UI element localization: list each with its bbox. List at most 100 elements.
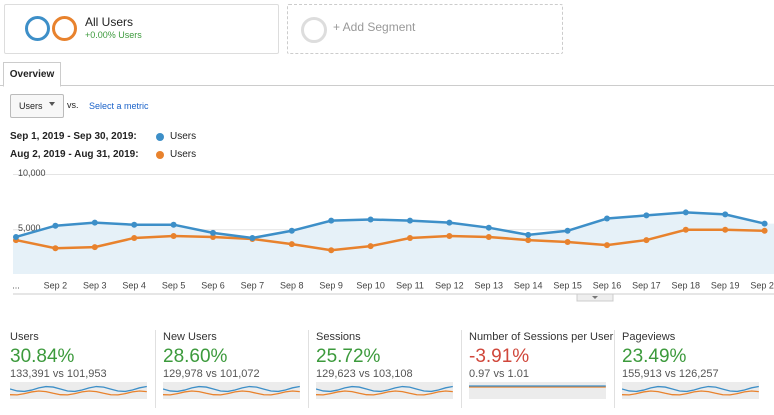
point [525,237,532,244]
point [131,234,138,241]
x-tick-label: Sep 4 [122,280,146,290]
x-tick-label: Sep 2 [44,280,68,290]
line [15,211,765,240]
sparkline-line [10,390,147,396]
point [446,219,453,226]
point [564,227,571,234]
card-label: New Users [163,331,217,343]
line [15,228,765,252]
point [367,243,374,250]
card-label: Pageviews [622,331,676,343]
x-tick-label: Sep 11 [396,280,424,290]
segment-card[interactable]: All Users +0.00% Users [4,4,279,54]
x-tick-label: Sep 15 [553,280,582,290]
point [13,233,19,240]
point [52,245,59,252]
legend-range: Aug 2, 2019 - Aug 31, 2019: [10,149,139,160]
x-tick-label: Sep 19 [711,280,740,290]
x-tick-label: Sep 12 [435,280,464,290]
point [170,232,177,239]
card-label: Users [10,331,39,343]
card-separator [155,330,156,408]
vs-label: vs. [67,100,79,110]
collapse-arrow [592,296,598,299]
y-tick-label: 10,000 [18,168,46,178]
segment-sublabel: +0.00% Users [85,30,142,40]
card-comp: 155,913 vs 126,257 [622,368,719,380]
x-tick-label: Sep 3 [83,280,107,290]
metric-link[interactable]: Select a metric [89,101,149,111]
legend-label: Users [170,131,197,142]
card-label: Sessions [316,331,361,343]
point [328,217,335,224]
legend-swatch [156,133,164,141]
point [485,224,492,231]
point [682,226,689,233]
sparkline [469,382,606,399]
x-tick-label: Sep 17 [632,280,661,290]
card-change: 28.60% [163,346,228,367]
sparkline [316,382,453,399]
sparkline-line [316,390,453,396]
point [249,234,256,241]
sparkline-line [622,385,759,393]
point [407,234,413,241]
x-tick-label: Sep 7 [241,280,265,290]
legend-range: Sep 1, 2019 - Sep 30, 2019: [10,131,137,142]
point [761,220,768,227]
legend-label: Users [170,149,197,160]
dropdown-label: Users [19,101,43,111]
card-separator [461,330,462,408]
add-segment[interactable]: + Add Segment [287,4,563,54]
card-comp: 129,978 vs 101,072 [163,368,260,380]
point [682,209,689,216]
sparkline [10,382,147,399]
point [91,219,98,226]
x-tick-label: Sep 18 [672,280,701,290]
point [604,215,610,222]
point [288,227,295,234]
point [604,242,610,249]
x-tick-label: Sep 13 [475,280,504,290]
point [52,222,59,229]
sparkline-line [163,385,300,393]
dropdown-arrow [49,102,55,106]
x-tick-label: Sep 5 [162,280,186,290]
sparkline-bg [469,382,606,399]
segment-icon [25,16,50,41]
point [131,221,138,228]
sparkline [622,382,759,399]
tab-rule [0,85,774,86]
point [170,221,177,228]
sparkline [163,382,300,399]
y-tick-label: 5,000 [18,223,41,233]
card-change: 30.84% [10,346,75,367]
tab[interactable]: Overview [3,62,61,87]
point [722,211,729,218]
segment-label: + Add Segment [333,20,416,34]
x-tick-label: Sep 8 [280,280,304,290]
x-tick-label: Sep 16 [593,280,622,290]
card-change: 23.49% [622,346,687,367]
point [367,216,374,223]
metric-dropdown[interactable]: Users [10,94,64,118]
segment-label: All Users [85,15,134,29]
x-tick-label: ... [12,280,20,290]
point [91,244,98,251]
x-tick-label: Sep 9 [319,280,343,290]
point [643,212,650,219]
point [407,217,413,224]
legend-swatch [156,151,164,159]
sparkline-line [10,385,147,393]
sparkline-line [163,390,300,396]
point [525,231,532,238]
card-separator [308,330,309,408]
x-tick-label: Sep 20 [750,280,774,290]
sparkline-line [316,385,453,393]
point [210,229,216,236]
point [328,247,335,254]
card-change: -3.91% [469,346,530,367]
x-tick-label: Sep 6 [201,280,225,290]
area [13,212,774,274]
